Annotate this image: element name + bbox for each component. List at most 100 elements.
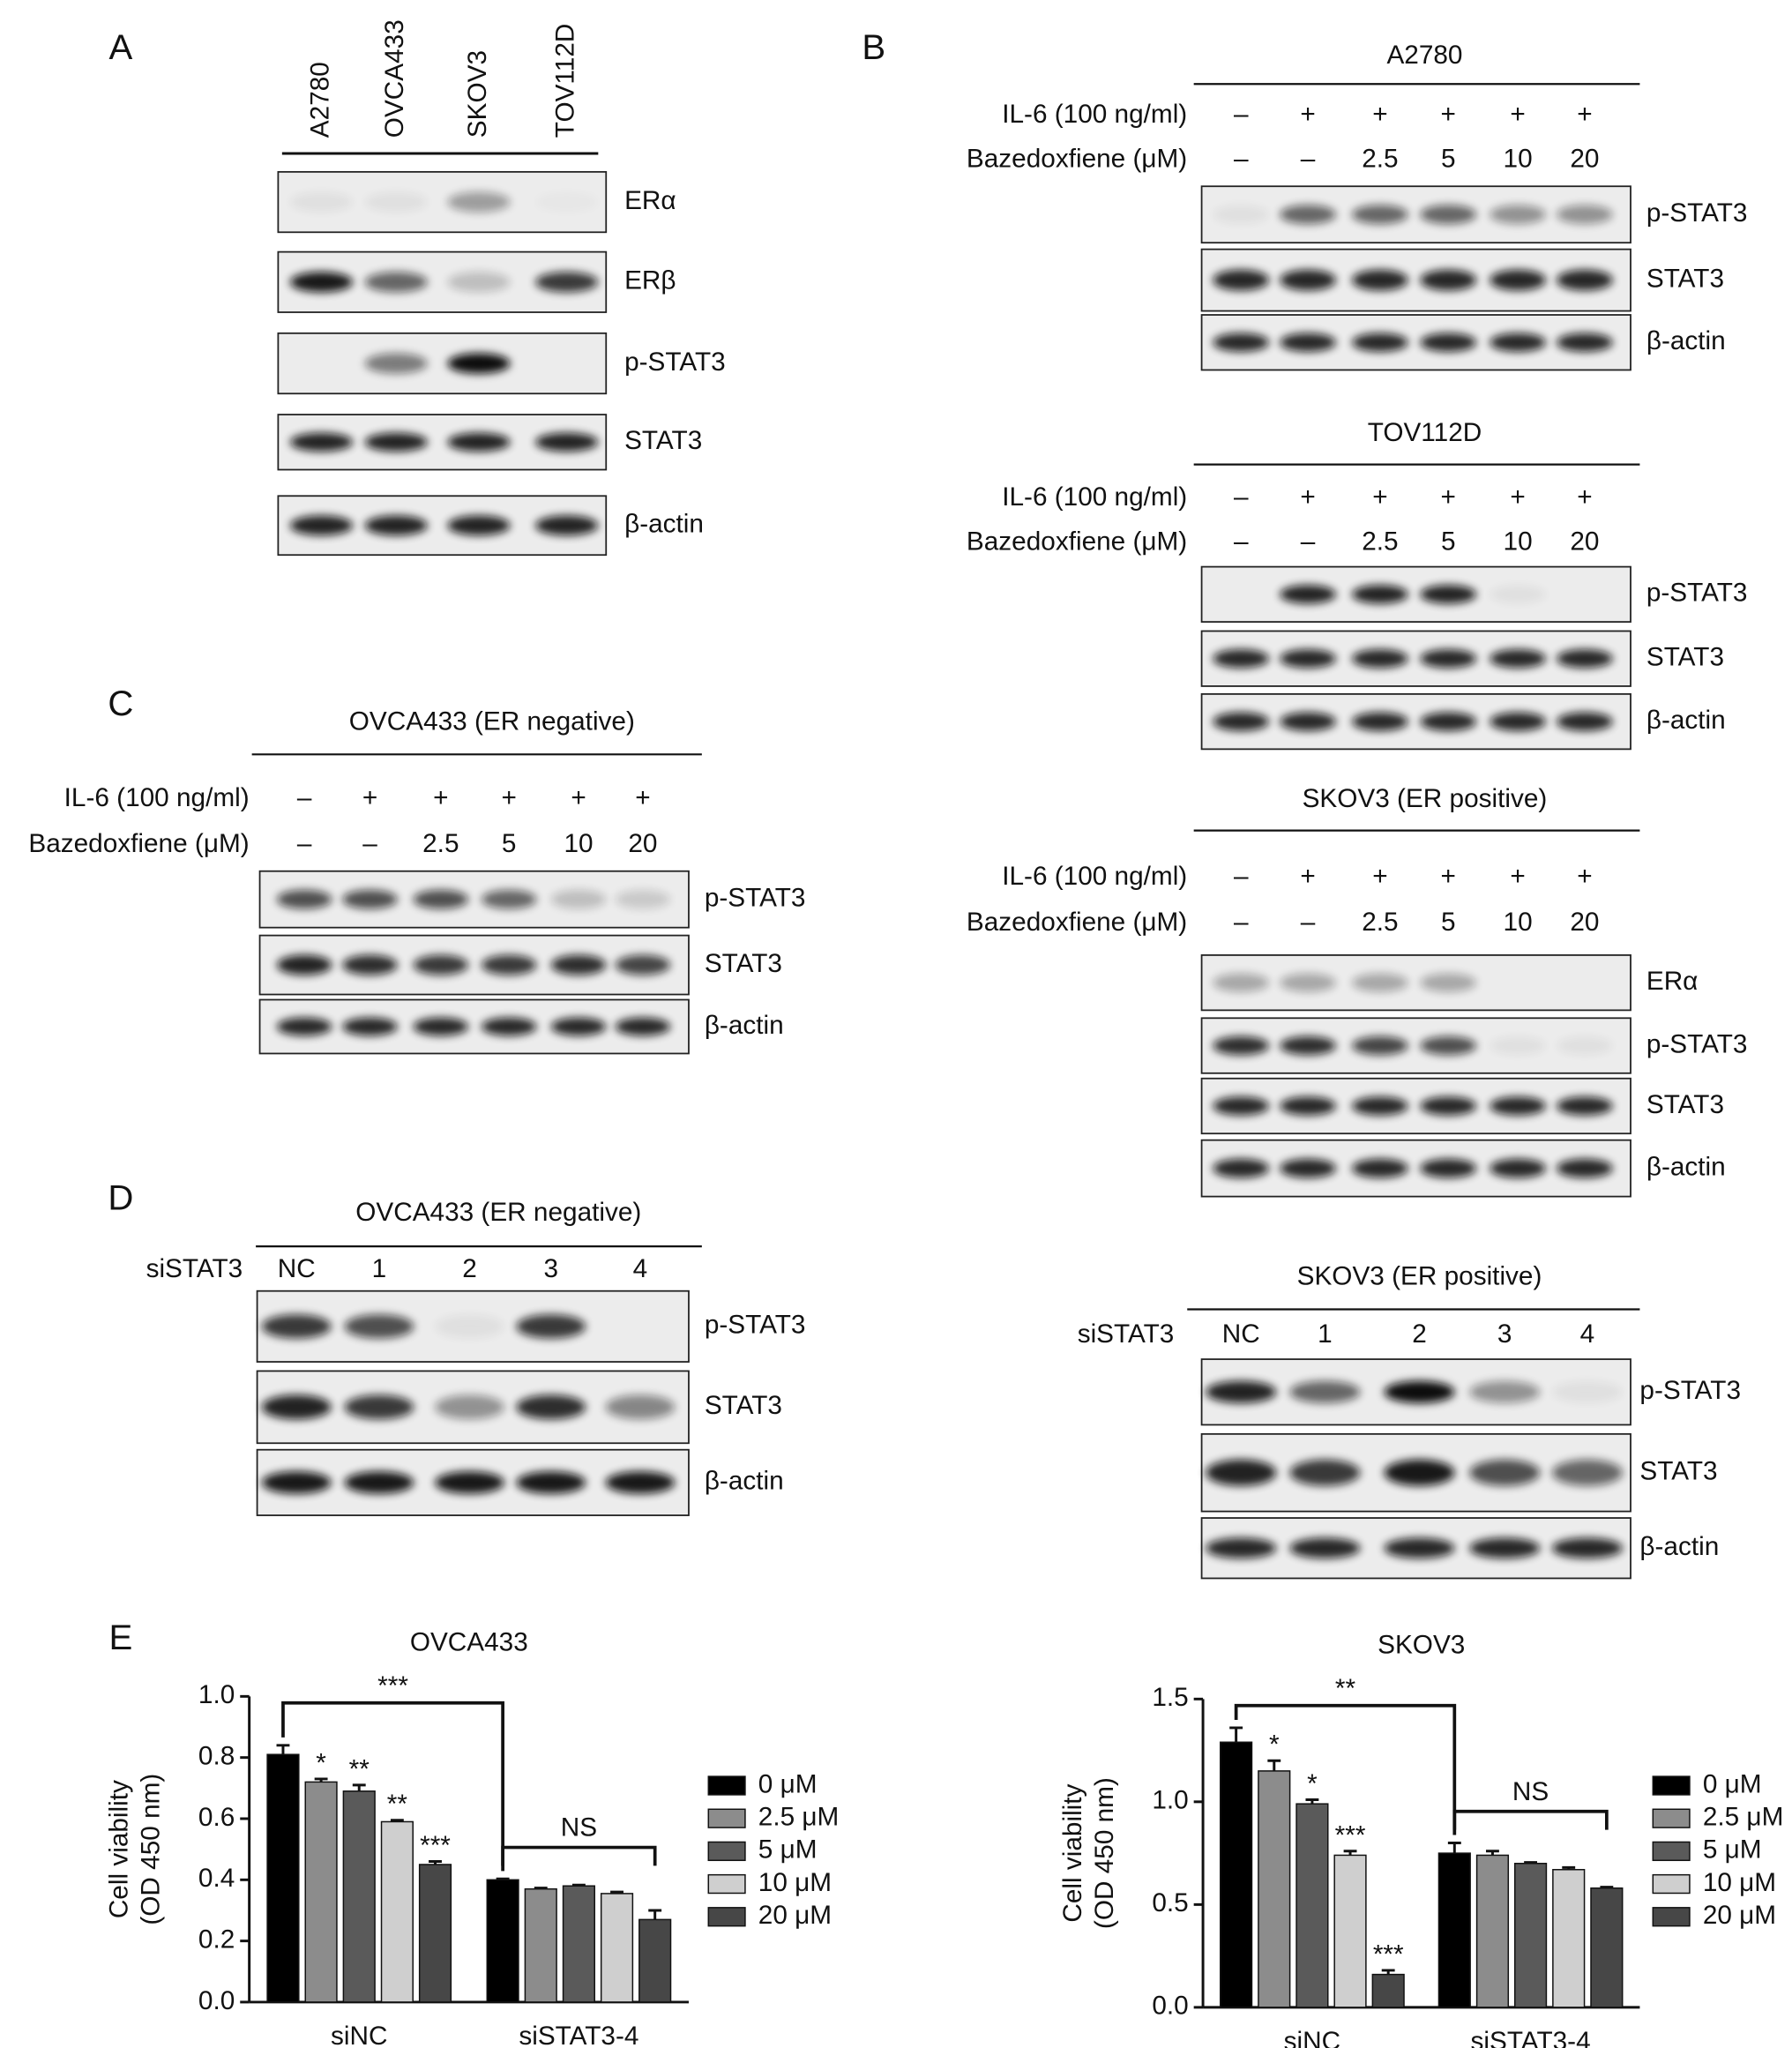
blot-band — [1420, 712, 1477, 731]
error-bar — [314, 1777, 328, 1783]
blot-band — [535, 272, 599, 293]
blot-band — [1213, 1158, 1270, 1178]
lane-label: – — [1234, 482, 1249, 512]
bracket — [281, 1700, 504, 1872]
blot-band — [364, 515, 428, 536]
blot-band — [615, 889, 671, 909]
error-bar — [534, 1887, 548, 1890]
blot-band — [1384, 1537, 1455, 1558]
blot-band — [1490, 1158, 1546, 1178]
significance: ** — [349, 1754, 370, 1783]
lane-label: 4 — [633, 1254, 648, 1283]
blot-band — [1551, 1380, 1623, 1403]
blot-band — [1280, 585, 1336, 604]
error-bar — [1486, 1850, 1499, 1856]
panel-letter: E — [108, 1618, 132, 1657]
error-bar — [648, 1909, 662, 1920]
blot-band — [1213, 973, 1270, 992]
chart-title: OVCA433 — [410, 1628, 528, 1657]
lane-label: 2 — [1412, 1319, 1427, 1349]
blot-band — [1490, 1035, 1546, 1056]
blot-label: ERα — [1646, 967, 1699, 996]
blot-band — [550, 954, 607, 975]
blot-band — [344, 1471, 414, 1494]
blot-frame — [1200, 954, 1631, 1012]
bar — [1295, 1803, 1329, 2008]
blot-band — [1420, 1096, 1477, 1116]
blot-band — [516, 1314, 586, 1339]
lane-label: + — [1372, 482, 1387, 512]
blot-band — [364, 191, 428, 213]
bar — [1552, 1869, 1586, 2008]
bar — [638, 1918, 672, 2003]
blot-band — [1557, 205, 1613, 225]
blot-band — [516, 1471, 586, 1494]
blot-band — [447, 272, 511, 293]
significance: ** — [387, 1790, 408, 1819]
blot-band — [344, 1314, 414, 1339]
blot-band — [1352, 649, 1408, 669]
significance: * — [1269, 1730, 1280, 1760]
bar — [418, 1864, 452, 2003]
blot-band — [413, 1017, 469, 1036]
blot-band — [1551, 1459, 1623, 1486]
blot-band — [1352, 333, 1408, 352]
error-bar — [1447, 1841, 1461, 1854]
lane-label: + — [635, 783, 650, 812]
error-bar — [352, 1783, 366, 1791]
blot-band — [289, 272, 354, 293]
lane-label: 4 — [1580, 1319, 1595, 1349]
error-bar — [1562, 1865, 1576, 1870]
bar — [1590, 1887, 1624, 2008]
legend-label: 10 μM — [1703, 1868, 1776, 1897]
blot-band — [1213, 333, 1270, 352]
lane-label: + — [501, 783, 516, 812]
significance: *** — [420, 1831, 451, 1860]
blot-label: STAT3 — [1646, 643, 1724, 672]
y-axis-label: Cell viability — [105, 1780, 134, 1918]
blot-band — [1280, 1096, 1336, 1116]
y-tick-label: 0.0 — [1152, 1992, 1188, 2021]
lane-label: + — [1300, 482, 1315, 512]
blot-band — [481, 954, 537, 975]
blot-band — [276, 954, 332, 975]
blot-band — [1289, 1459, 1361, 1486]
lane-label: – — [297, 829, 312, 858]
lane-label: – — [1234, 100, 1249, 129]
row-label: IL-6 (100 ng/ml) — [1002, 862, 1187, 891]
blot-band — [344, 1394, 414, 1420]
blot-band — [1557, 649, 1613, 669]
legend-label: 0 μM — [1703, 1769, 1762, 1798]
blot-band — [1557, 333, 1613, 352]
panel-letter: A — [108, 27, 132, 67]
blot-label: STAT3 — [1639, 1457, 1717, 1486]
lane-label: 20 — [1570, 908, 1599, 937]
blot-label: p-STAT3 — [705, 884, 806, 913]
blot-band — [1289, 1380, 1361, 1403]
lane-label: NC — [1222, 1319, 1260, 1349]
bar — [1513, 1863, 1548, 2008]
panel-letter: B — [862, 27, 885, 67]
lane-label: 5 — [1441, 908, 1456, 937]
bar — [524, 1887, 557, 2003]
blot-band — [1557, 712, 1613, 731]
blot-band — [481, 889, 537, 909]
lane-label: 3 — [1497, 1319, 1512, 1349]
lane-label: + — [1441, 100, 1456, 129]
bar — [1371, 1973, 1405, 2008]
y-tick-label: 1.0 — [1152, 1786, 1188, 1815]
lane-label: + — [571, 783, 586, 812]
lane-label: – — [1234, 908, 1249, 937]
blot-band — [550, 889, 607, 909]
significance: * — [316, 1748, 326, 1777]
legend-label: 20 μM — [1703, 1901, 1776, 1930]
bracket-label: NS — [561, 1813, 597, 1842]
blot-band — [289, 191, 354, 213]
blot-label: STAT3 — [624, 426, 702, 455]
blot-frame — [277, 332, 608, 395]
x-tick-label: siSTAT3-4 — [1471, 2027, 1591, 2048]
error-bar — [429, 1860, 442, 1865]
blot-band — [1213, 205, 1270, 225]
panel-letter: D — [108, 1178, 133, 1218]
